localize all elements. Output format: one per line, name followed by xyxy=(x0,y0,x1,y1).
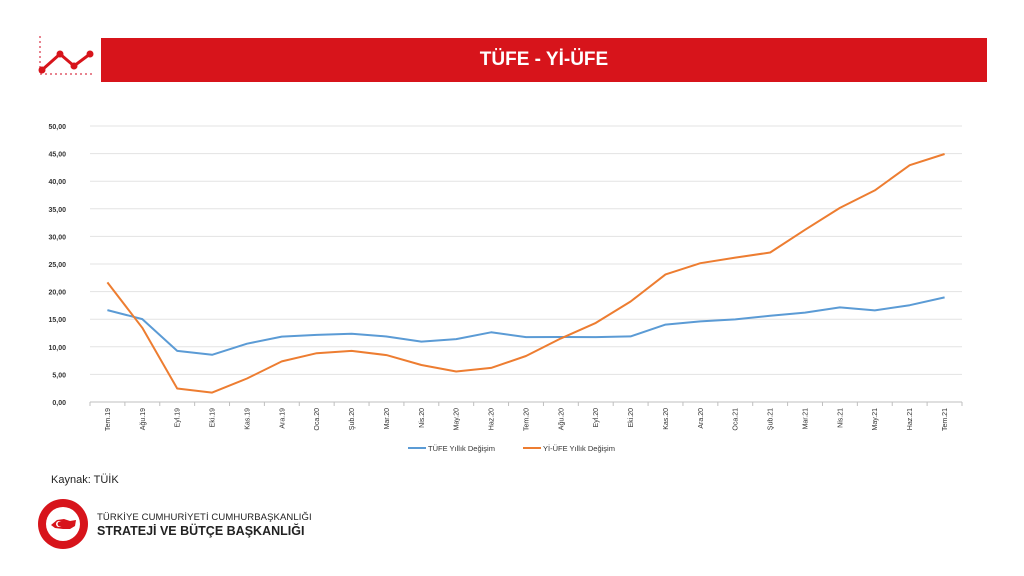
x-tick-label: Nis.21 xyxy=(837,408,844,428)
title-banner: TÜFE - Yİ-ÜFE xyxy=(101,38,987,82)
y-tick-label: 30,00 xyxy=(48,234,66,241)
source-label: Kaynak: TÜİK xyxy=(51,474,119,486)
organization-seal-icon xyxy=(38,499,88,549)
y-tick-label: 40,00 xyxy=(48,179,66,186)
x-tick-label: Ara.19 xyxy=(279,408,286,429)
x-tick-label: Oca.20 xyxy=(314,408,321,431)
y-tick-label: 10,00 xyxy=(48,345,66,352)
x-tick-label: Nis.20 xyxy=(419,408,426,428)
x-tick-label: Oca.21 xyxy=(733,408,740,431)
series-line-tufe xyxy=(107,296,945,356)
x-tick-label: Tem.20 xyxy=(523,408,530,431)
x-tick-label: Eyl.20 xyxy=(593,408,600,428)
y-tick-label: 25,00 xyxy=(48,262,66,269)
x-tick-label: Haz.20 xyxy=(489,408,496,430)
trend-logo-icon xyxy=(38,36,94,75)
x-tick-label: May.21 xyxy=(872,408,879,431)
legend-label: Yİ-ÜFE Yıllık Değişim xyxy=(543,444,615,453)
y-tick-label: 35,00 xyxy=(48,207,66,214)
x-tick-label: May.20 xyxy=(454,408,461,431)
line-chart: 0,00 5,00 10,00 15,00 20,00 25,00 30,00 35,00 40… xyxy=(48,124,963,453)
x-tick-label: Ağu.20 xyxy=(558,408,565,430)
x-tick-label: Kas.19 xyxy=(244,408,251,430)
page-title: TÜFE - Yİ-ÜFE xyxy=(479,49,609,70)
series-line-yiufe xyxy=(106,153,945,394)
x-tick-label: Tem.19 xyxy=(105,408,112,431)
x-tick-label: Ara.20 xyxy=(698,408,705,429)
y-tick-label: 20,00 xyxy=(48,290,66,297)
y-tick-label: 15,00 xyxy=(48,317,66,324)
y-tick-label: 45,00 xyxy=(48,152,66,159)
x-tick-label: Ağu.19 xyxy=(140,408,147,430)
x-tick-label: Eyl.19 xyxy=(175,408,182,428)
x-tick-label: Eki.19 xyxy=(210,408,217,428)
x-tick-label: Şub.20 xyxy=(349,408,356,430)
legend-label: TÜFE Yıllık Değişim xyxy=(428,444,495,453)
x-tick-label: Kas.20 xyxy=(663,408,670,430)
organization-name-line2: STRATEJİ VE BÜTÇE BAŞKANLIĞI xyxy=(97,524,305,538)
x-tick-label: Tem.21 xyxy=(942,408,949,431)
y-tick-label: 0,00 xyxy=(52,400,66,407)
x-tick-label: Mar.20 xyxy=(384,408,391,430)
x-tick-label: Haz.21 xyxy=(907,408,914,430)
organization-name-line1: TÜRKİYE CUMHURİYETİ CUMHURBAŞKANLIĞI xyxy=(97,512,312,523)
y-tick-label: 50,00 xyxy=(48,124,66,131)
x-tick-label: Şub.21 xyxy=(768,408,775,430)
x-tick-label: Eki.20 xyxy=(628,408,635,428)
x-tick-label: Mar.21 xyxy=(802,408,809,430)
y-tick-label: 5,00 xyxy=(52,372,66,379)
